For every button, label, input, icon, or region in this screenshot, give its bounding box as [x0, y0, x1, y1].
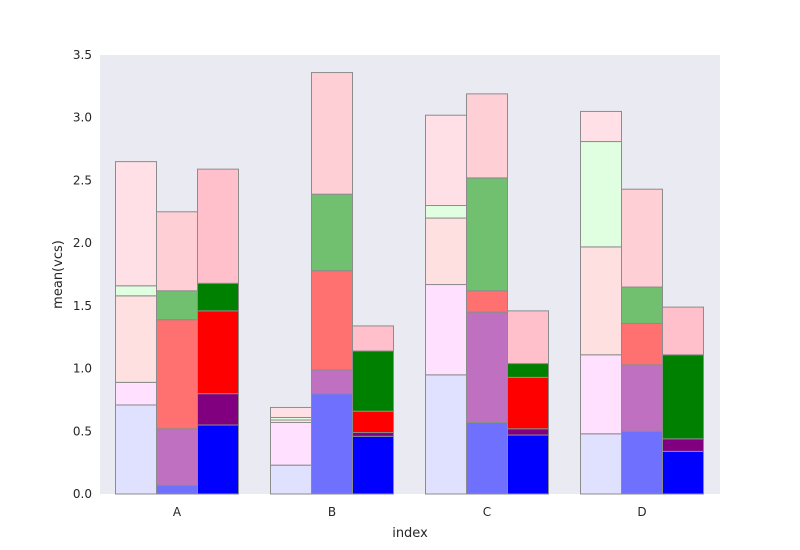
bar-segment-D-0-2 — [580, 246, 622, 356]
bars-layer — [115, 72, 704, 495]
bar-B-2 — [352, 325, 394, 495]
bar-segment-C-2-4 — [507, 310, 549, 365]
y-tick-label: 3.0 — [73, 111, 92, 125]
bar-segment-D-2-0 — [662, 450, 704, 495]
bar-segment-B-1-4 — [311, 72, 353, 195]
bar-A-1 — [156, 211, 198, 495]
bar-segment-D-1-4 — [621, 188, 663, 288]
bar-segment-D-0-0 — [580, 433, 622, 495]
bar-segment-C-2-2 — [507, 376, 549, 430]
bar-segment-B-1-3 — [311, 193, 353, 272]
y-tick-label: 1.5 — [73, 299, 92, 313]
bar-D-0 — [580, 110, 622, 495]
bar-B-1 — [311, 72, 353, 495]
bar-segment-A-2-1 — [197, 393, 239, 426]
bar-segment-A-1-1 — [156, 428, 198, 486]
bar-segment-A-0-0 — [115, 404, 157, 495]
bar-segment-D-0-1 — [580, 354, 622, 435]
bar-segment-D-0-3 — [580, 141, 622, 248]
bar-segment-B-2-4 — [352, 325, 394, 352]
bar-segment-D-1-0 — [621, 430, 663, 495]
bar-segment-D-2-1 — [662, 438, 704, 452]
x-tick-label-C: C — [483, 505, 491, 519]
y-tick-label: 2.0 — [73, 236, 92, 250]
bar-segment-B-2-2 — [352, 410, 394, 434]
bar-C-0 — [425, 114, 467, 495]
bar-segment-A-2-4 — [197, 168, 239, 284]
bar-segment-C-0-2 — [425, 217, 467, 286]
bar-segment-C-1-4 — [466, 93, 508, 179]
bar-A-0 — [115, 161, 157, 495]
x-axis-title: index — [392, 526, 428, 541]
bar-segment-C-1-2 — [466, 290, 508, 313]
bar-D-1 — [621, 188, 663, 495]
bar-segment-D-0-4 — [580, 110, 622, 143]
bar-segment-B-2-0 — [352, 435, 394, 495]
y-tick-label: 3.5 — [73, 48, 92, 62]
bar-segment-C-0-0 — [425, 374, 467, 495]
y-tick-label: 2.5 — [73, 173, 92, 187]
bar-segment-A-0-4 — [115, 161, 157, 287]
bar-segment-D-1-3 — [621, 286, 663, 324]
bar-segment-C-1-1 — [466, 311, 508, 424]
x-tick-label-B: B — [328, 505, 336, 519]
bar-C-1 — [466, 93, 508, 495]
bar-segment-C-1-3 — [466, 177, 508, 292]
bar-segment-B-2-1 — [352, 432, 394, 437]
bar-segment-C-0-3 — [425, 205, 467, 219]
y-axis-title: mean(vcs) — [51, 240, 66, 309]
bar-segment-C-0-1 — [425, 284, 467, 376]
bar-segment-C-0-4 — [425, 114, 467, 207]
y-tick-label: 0.0 — [73, 487, 92, 501]
bar-segment-B-1-1 — [311, 369, 353, 395]
bar-segment-A-2-2 — [197, 310, 239, 395]
bar-segment-C-1-0 — [466, 422, 508, 495]
bar-segment-D-1-2 — [621, 322, 663, 366]
bar-segment-A-0-3 — [115, 285, 157, 297]
bar-C-2 — [507, 310, 549, 495]
y-axis-ticks: 0.0 0.5 1.0 1.5 2.0 2.5 3.0 3.5 — [73, 48, 92, 501]
x-axis-ticks: A B C D — [173, 505, 647, 519]
bar-segment-A-1-4 — [156, 211, 198, 292]
bar-segment-B-1-2 — [311, 270, 353, 371]
bar-segment-B-0-1 — [270, 422, 312, 466]
bar-D-2 — [662, 306, 704, 495]
bar-segment-B-2-3 — [352, 350, 394, 412]
bar-segment-B-1-0 — [311, 393, 353, 495]
y-tick-label: 1.0 — [73, 362, 92, 376]
bar-A-2 — [197, 168, 239, 495]
bar-segment-B-0-4 — [270, 406, 312, 418]
y-tick-label: 0.5 — [73, 424, 92, 438]
bar-segment-D-1-1 — [621, 364, 663, 432]
bar-segment-D-2-3 — [662, 306, 704, 356]
bar-segment-A-1-0 — [156, 484, 198, 495]
bar-segment-A-0-2 — [115, 295, 157, 383]
bar-segment-C-2-3 — [507, 363, 549, 378]
bar-B-0 — [270, 406, 312, 495]
bar-segment-B-0-0 — [270, 464, 312, 495]
x-tick-label-A: A — [173, 505, 182, 519]
bar-segment-D-2-2 — [662, 354, 704, 440]
bar-segment-A-1-3 — [156, 290, 198, 321]
x-tick-label-D: D — [637, 505, 646, 519]
bar-segment-A-0-1 — [115, 381, 157, 406]
bar-segment-A-1-2 — [156, 319, 198, 430]
bar-segment-C-2-0 — [507, 434, 549, 495]
bar-segment-C-2-1 — [507, 428, 549, 436]
bar-segment-A-2-3 — [197, 282, 239, 312]
bar-segment-A-2-0 — [197, 424, 239, 495]
